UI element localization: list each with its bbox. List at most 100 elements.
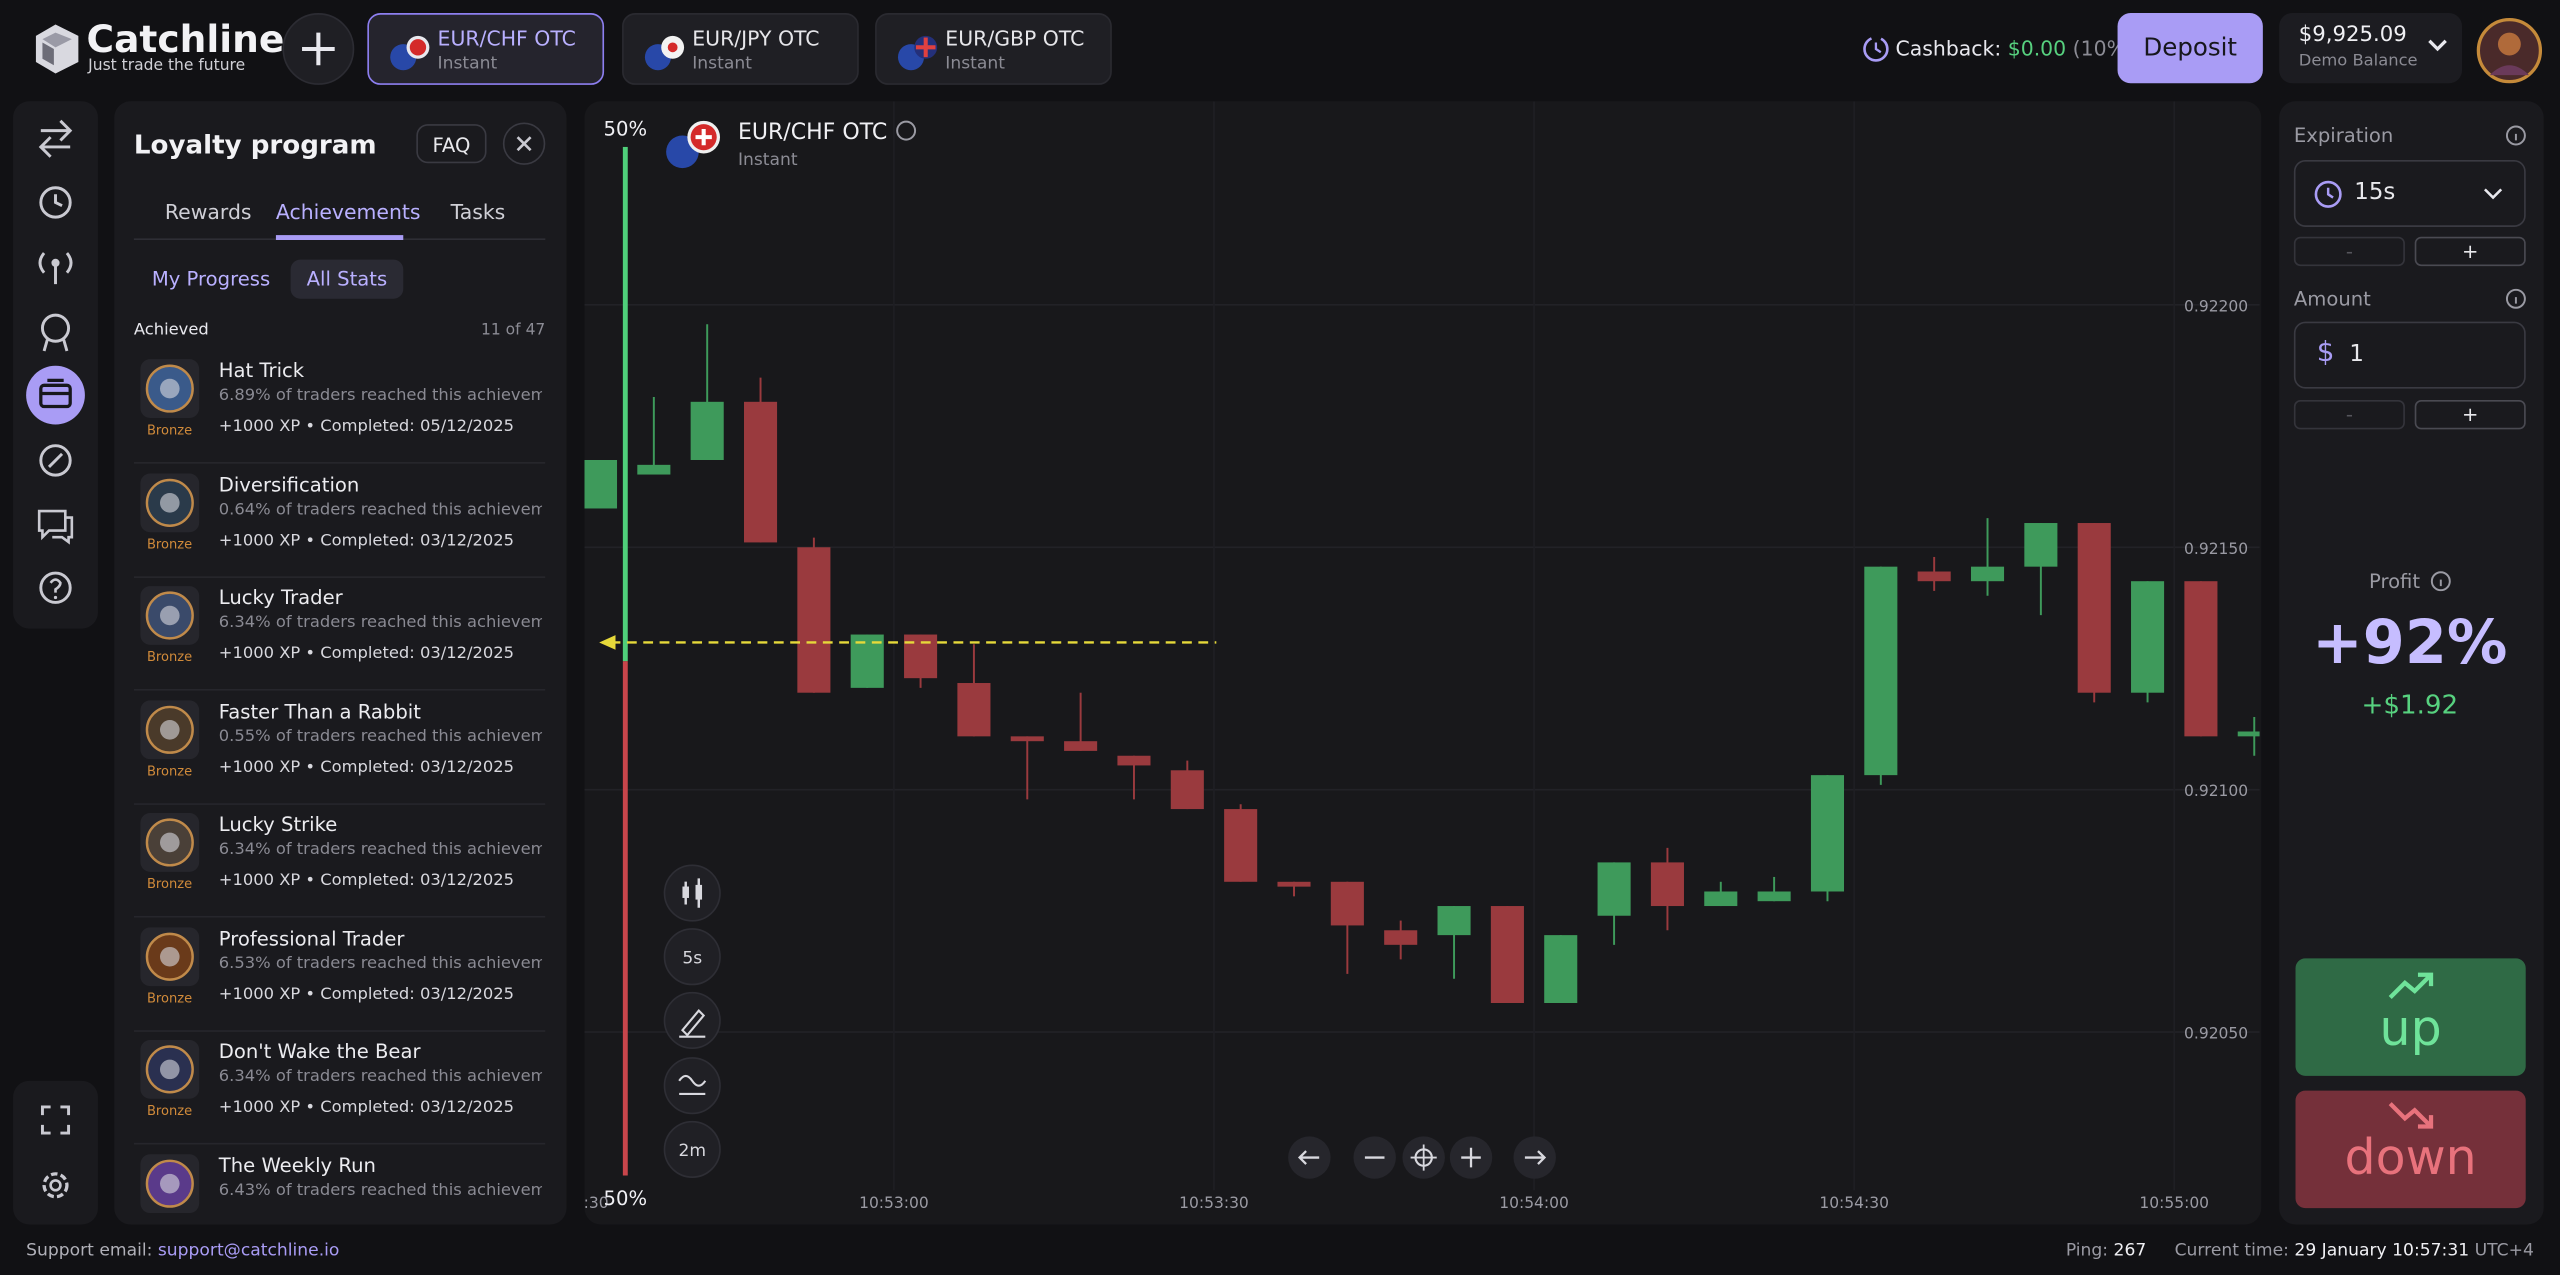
nav-history-icon[interactable] xyxy=(28,175,84,231)
date: 29 January xyxy=(2294,1240,2387,1261)
zoom-in[interactable] xyxy=(1449,1136,1493,1179)
faq-button[interactable]: FAQ xyxy=(416,124,487,164)
tool-timeframe[interactable] xyxy=(663,928,721,986)
info-icon[interactable] xyxy=(2429,570,2452,593)
achievement-row: The Weekly Run 6.43% of traders reached t… xyxy=(134,1144,545,1225)
amount-minus[interactable]: - xyxy=(2293,399,2405,430)
settings-icon[interactable] xyxy=(28,1158,84,1214)
achievement-icon xyxy=(140,813,200,872)
logo-icon xyxy=(35,24,79,74)
grid-layer xyxy=(584,101,2260,1191)
achievement-row: Lucky Strike 6.34% of traders reached thi… xyxy=(133,803,546,918)
asset-tab[interactable]: EUR/JPY OTC Instant xyxy=(622,13,859,85)
candle-body xyxy=(1864,566,1898,776)
expiration-minus[interactable]: - xyxy=(2293,236,2405,267)
chevron-icon xyxy=(2428,39,2447,52)
x-tick-label: 10:54:30 xyxy=(1819,1194,1889,1212)
zoom-out[interactable] xyxy=(1353,1136,1396,1179)
art-core xyxy=(160,1059,180,1080)
tool-period[interactable] xyxy=(663,1120,721,1178)
candle-body xyxy=(743,401,778,543)
achievement-row: Professional Trader 6.53% of traders reac… xyxy=(133,917,546,1032)
nav-right[interactable] xyxy=(1513,1136,1556,1179)
tab-mode: Instant xyxy=(945,53,1005,74)
tool-indicators[interactable] xyxy=(663,1057,721,1115)
info-icon[interactable] xyxy=(2504,124,2527,147)
expiration-plus[interactable]: + xyxy=(2414,236,2526,267)
amount-plus[interactable]: + xyxy=(2414,399,2526,430)
tab-achievements[interactable]: Achievements xyxy=(275,199,421,224)
art-core xyxy=(160,719,180,739)
info-icon[interactable] xyxy=(2504,287,2527,310)
asset-tab[interactable]: EUR/GBP OTC Instant xyxy=(875,13,1112,85)
tool-candles[interactable] xyxy=(663,864,721,922)
panel-title: Loyalty program xyxy=(133,128,377,160)
achievement-title: Professional Trader xyxy=(218,926,405,950)
support: Support email: support@catchline.io xyxy=(26,1241,339,1261)
subtab-all-stats[interactable]: All Stats xyxy=(290,259,404,299)
achievement-desc: 6.34% of traders reached this achieveme.… xyxy=(218,613,543,632)
candle-body xyxy=(1064,741,1098,751)
nav-chat-icon[interactable] xyxy=(28,496,84,552)
tab-mode: Instant xyxy=(692,53,752,74)
art-core xyxy=(160,492,180,512)
nav-trade-icon[interactable] xyxy=(28,111,84,167)
subtab-progress[interactable]: My Progress xyxy=(151,267,271,291)
y-tick-label: 0.92100 xyxy=(2184,782,2248,800)
chevron-icon xyxy=(2483,188,2503,200)
nav-signals-icon[interactable] xyxy=(28,240,84,296)
info-icon[interactable] xyxy=(896,120,917,141)
nav-help-icon[interactable] xyxy=(28,560,84,616)
nav-loyalty-icon xyxy=(39,378,72,409)
x-tick-label: 10:52:30 xyxy=(584,1194,608,1212)
amount-input[interactable]: $ 1 xyxy=(2293,321,2526,389)
tab-pair: EUR/CHF OTC xyxy=(437,26,576,51)
avatar[interactable] xyxy=(2475,16,2544,85)
close-icon xyxy=(516,136,532,152)
nav-loyalty-active[interactable] xyxy=(26,365,85,425)
up-sentiment-bar xyxy=(622,146,628,662)
x-tick-label: 10:53:30 xyxy=(1179,1194,1249,1212)
loyalty-panel: Loyalty program FAQ Rewards Achievements… xyxy=(114,101,567,1225)
candle-body xyxy=(1757,891,1791,902)
achievement-icon xyxy=(140,926,200,986)
up-button[interactable]: up xyxy=(2295,958,2526,1076)
nav-promo-icon[interactable] xyxy=(28,433,84,489)
achievement-art xyxy=(145,1045,194,1094)
achievement-meta: +1000 XP • Completed: 03/12/2025 xyxy=(218,758,515,777)
expiration-select[interactable]: 15s xyxy=(2293,160,2526,227)
balance-box[interactable]: $9,925.09 Demo Balance xyxy=(2279,13,2463,84)
fullscreen-icon[interactable] xyxy=(28,1092,84,1148)
achievement-row: Hat Trick 6.89% of traders reached this a… xyxy=(133,349,546,464)
profit-label: Profit xyxy=(2368,569,2421,593)
tab-rewards[interactable]: Rewards xyxy=(164,199,252,224)
down-button[interactable]: down xyxy=(2295,1090,2526,1209)
y-tick-label: 0.92200 xyxy=(2184,297,2248,315)
cashback-label: Cashback: xyxy=(1895,35,2002,61)
achievement-meta: +1000 XP • Completed: 03/12/2025 xyxy=(218,871,515,890)
deposit-button[interactable]: Deposit xyxy=(2117,13,2263,84)
achievement-row: Diversification 0.64% of traders reached … xyxy=(133,463,546,578)
profit-percent: +92% xyxy=(2312,607,2508,678)
close-button[interactable] xyxy=(502,122,546,165)
achievement-badge: Bronze xyxy=(146,536,193,552)
center[interactable] xyxy=(1402,1136,1445,1179)
timezone: UTC+4 xyxy=(2474,1240,2534,1261)
add-tab-button[interactable] xyxy=(282,13,355,85)
plus-icon xyxy=(302,32,335,66)
tool-draw[interactable] xyxy=(663,991,721,1049)
tab-pair: EUR/JPY OTC xyxy=(692,26,820,51)
achievement-desc: 6.53% of traders reached this achieveme.… xyxy=(218,954,543,973)
nav-left[interactable] xyxy=(1288,1136,1331,1179)
tab-tasks[interactable]: Tasks xyxy=(450,199,506,224)
nav-tournaments-icon[interactable] xyxy=(28,304,84,360)
time: 10:57:31 xyxy=(2392,1240,2470,1261)
status: Ping: 267 Current time: 29 January 10:57… xyxy=(2066,1241,2534,1261)
achievement-desc: 6.34% of traders reached this achieveme.… xyxy=(218,1067,543,1086)
achievement-icon xyxy=(140,586,200,645)
candle-body xyxy=(1437,906,1471,936)
support-email[interactable]: support@catchline.io xyxy=(157,1240,340,1261)
asset-tab[interactable]: EUR/CHF OTC Instant xyxy=(367,13,605,85)
